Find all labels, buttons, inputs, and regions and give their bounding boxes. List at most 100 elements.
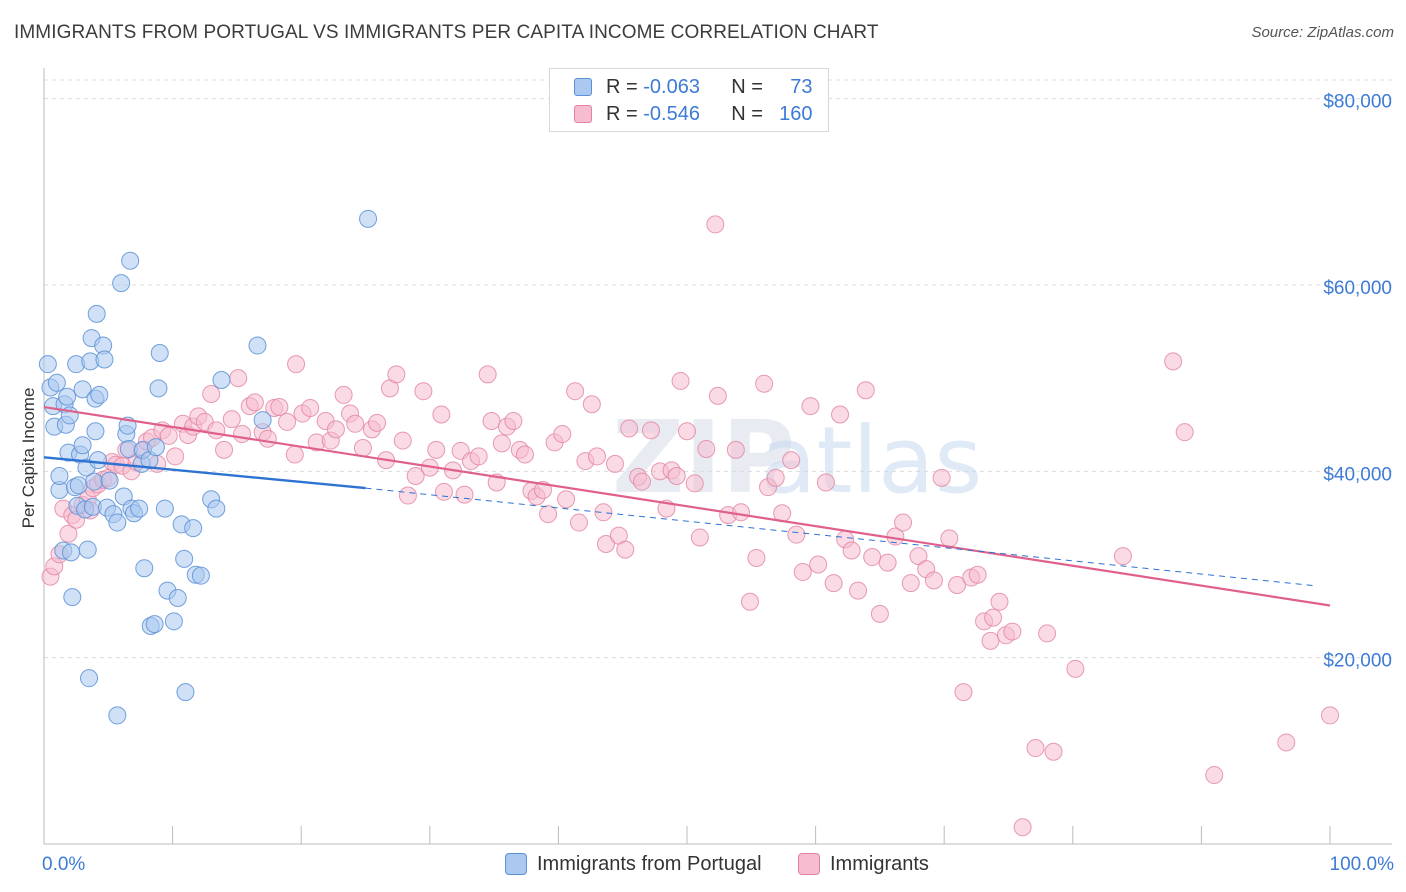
blue-point <box>73 380 92 399</box>
pink-point <box>870 604 889 623</box>
pink-point <box>1038 624 1057 643</box>
pink-point <box>1066 659 1085 678</box>
pink-series-points <box>41 215 1339 837</box>
blue-point <box>63 588 82 607</box>
pink-point <box>482 412 501 431</box>
correlation-legend: R = -0.063 N = 73 R = -0.546 N = 160 <box>549 68 829 132</box>
blue-point <box>89 451 108 470</box>
pink-point <box>732 503 751 522</box>
pink-point <box>222 410 241 429</box>
blue-point <box>164 612 183 631</box>
pink-point <box>954 683 973 702</box>
blue-point <box>80 669 99 688</box>
pink-point <box>566 382 585 401</box>
pink-point <box>159 426 178 445</box>
pink-point <box>278 412 297 431</box>
blue-point <box>121 251 140 270</box>
blue-point <box>47 373 66 392</box>
blue-point <box>78 540 97 559</box>
pink-point <box>245 393 264 412</box>
pink-point <box>968 565 987 584</box>
legend-n-value: 73 <box>790 75 813 98</box>
blue-point <box>50 466 69 485</box>
pink-point <box>755 374 774 393</box>
pink-point <box>766 468 785 487</box>
blue-point <box>62 543 81 562</box>
pink-point <box>706 215 725 234</box>
bottom-legend-label: Immigrants <box>830 852 929 875</box>
pink-point <box>616 540 635 559</box>
pink-point <box>469 447 488 466</box>
pink-point <box>334 385 353 404</box>
pink-point <box>387 365 406 384</box>
pink-point <box>632 472 651 491</box>
pink-point <box>539 505 558 524</box>
axes-layer: $20,000 $40,000 $60,000 $80,000 0.0% 100.0% <box>42 68 1394 875</box>
pink-point <box>258 429 277 448</box>
pink-point <box>587 447 606 466</box>
bottom-legend-pink: Immigrants <box>798 851 929 877</box>
pink-point <box>1321 706 1339 725</box>
pink-point <box>1013 818 1032 837</box>
pink-point <box>434 482 453 501</box>
trend-lines <box>43 405 1331 607</box>
pink-point <box>981 631 1000 650</box>
y-tick-label: $60,000 <box>1323 278 1392 299</box>
blue-point <box>150 343 169 362</box>
blue-point <box>86 422 105 441</box>
pink-point <box>940 529 959 548</box>
pink-point <box>553 425 572 444</box>
pink-point <box>406 466 425 485</box>
pink-point <box>1164 352 1183 371</box>
pink-swatch-icon <box>574 105 592 123</box>
y-axis-label: Per Capita Income <box>19 388 38 529</box>
pink-point <box>427 440 446 459</box>
blue-swatch-icon <box>574 78 592 96</box>
legend-row-pink: R = -0.546 N = 160 <box>574 101 813 127</box>
pink-point <box>697 439 716 458</box>
x-tick-label: 100.0% <box>1330 854 1395 875</box>
blue-point <box>253 411 272 430</box>
blue-point <box>85 472 104 491</box>
blue-point <box>135 559 154 578</box>
pink-point <box>685 474 704 493</box>
blue-point <box>108 513 127 532</box>
pink-point <box>398 486 417 505</box>
bottom-legend-blue: Immigrants from Portugal <box>505 851 762 877</box>
legend-r-value: -0.063 <box>643 75 700 98</box>
y-tick-label: $40,000 <box>1323 464 1392 485</box>
pink-point <box>287 355 306 374</box>
pink-point <box>393 431 412 450</box>
pink-point <box>741 592 760 611</box>
blue-point <box>155 499 174 518</box>
pink-point <box>1277 733 1296 752</box>
pink-point <box>801 397 820 416</box>
pink-point <box>747 548 766 567</box>
blue-point <box>191 566 210 585</box>
pink-point <box>59 524 78 543</box>
pink-point <box>582 395 601 414</box>
pink-point <box>1205 766 1224 785</box>
pink-point <box>515 445 534 464</box>
pink-point <box>894 513 913 532</box>
y-tick-label: $20,000 <box>1323 651 1392 672</box>
legend-n-label: N = <box>731 75 763 98</box>
pink-point <box>863 548 882 567</box>
blue-point <box>149 379 168 398</box>
pink-point <box>782 451 801 470</box>
blue-point <box>69 476 88 495</box>
pink-point <box>233 425 252 444</box>
pink-point <box>690 528 709 547</box>
blue-series-points <box>38 209 378 725</box>
pink-point <box>504 412 523 431</box>
pink-point <box>842 541 861 560</box>
pink-point <box>301 398 320 417</box>
y-tick-label: $80,000 <box>1323 92 1392 113</box>
blue-point <box>112 274 131 293</box>
pink-point <box>924 571 943 590</box>
grid-layer <box>44 79 1392 659</box>
pink-point <box>849 581 868 600</box>
blue-point <box>145 615 164 634</box>
x-tick-label: 0.0% <box>42 854 85 875</box>
blue-point <box>212 371 231 390</box>
